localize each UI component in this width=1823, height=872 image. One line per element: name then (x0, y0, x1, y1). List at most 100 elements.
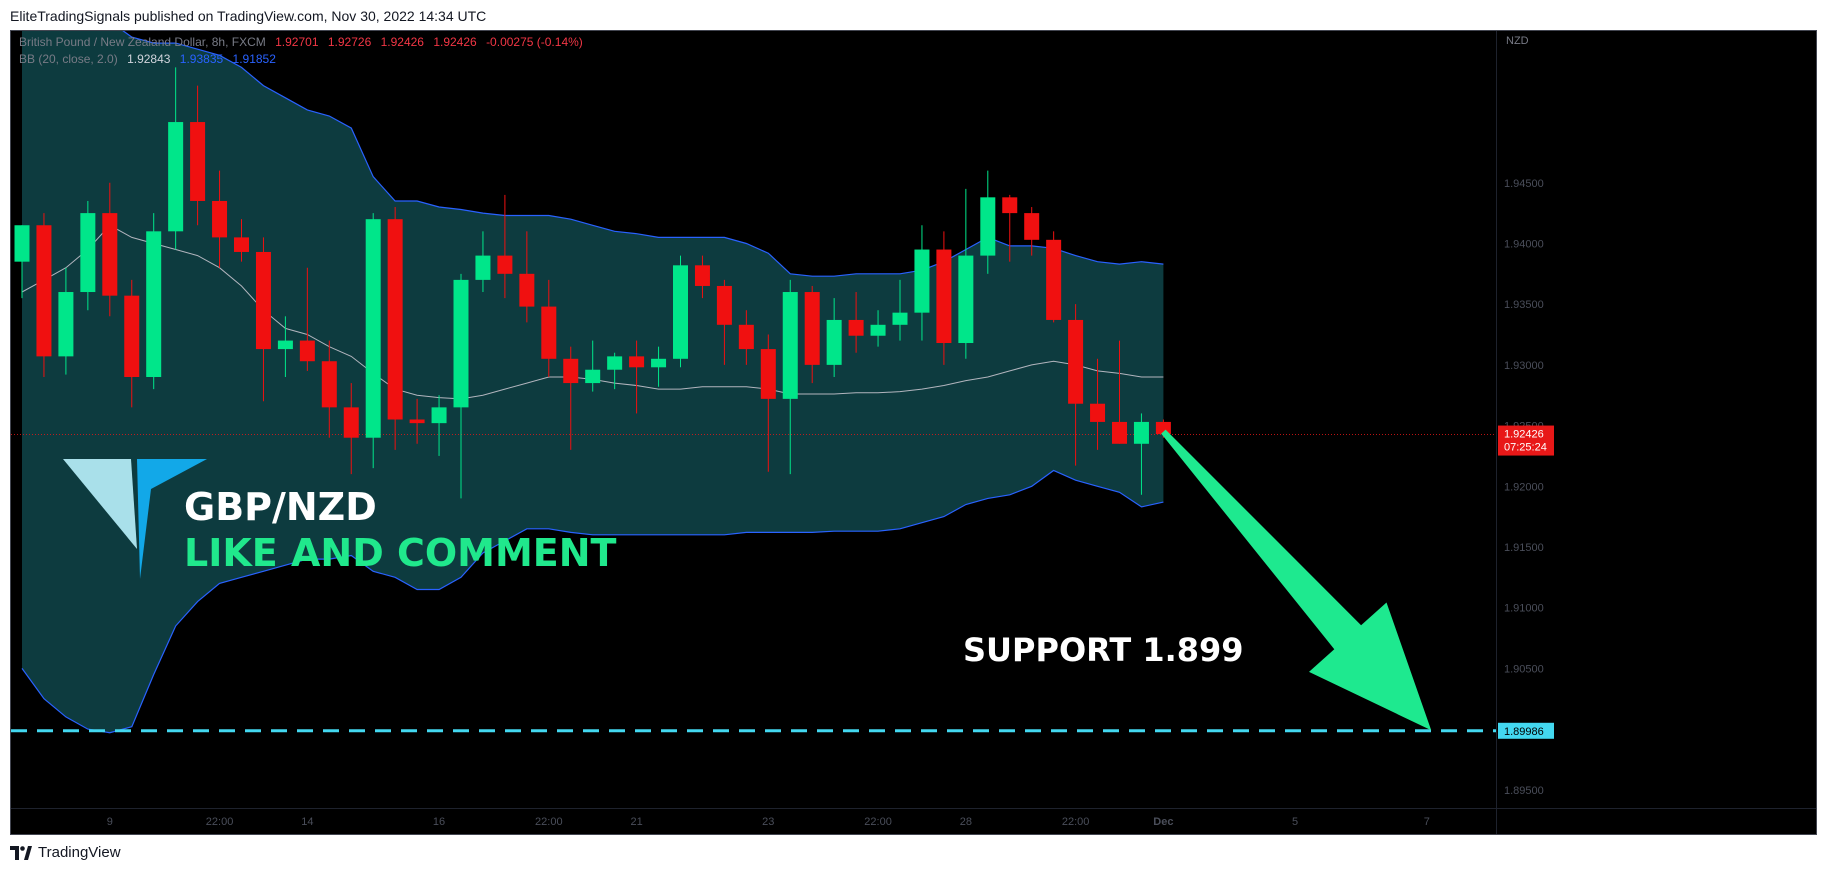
candle (958, 188, 974, 359)
candle-body (212, 200, 228, 238)
legend-high: 1.92726 (327, 35, 372, 49)
candle-body (848, 319, 864, 336)
candle (365, 213, 381, 469)
candle-body (146, 231, 162, 378)
chart-panel[interactable]: NZD1.945001.940001.935001.930001.925001.… (10, 30, 1817, 835)
bb-label: BB (20, close, 2.0) (19, 52, 118, 66)
legend-open: 1.92701 (275, 35, 319, 49)
candle (80, 200, 96, 311)
candle (36, 213, 52, 378)
candle (914, 225, 930, 341)
candle-body (716, 285, 732, 325)
candle-body (1133, 421, 1149, 444)
candle (58, 267, 74, 375)
x-tick-label: 7 (1424, 816, 1430, 828)
candle-body (321, 361, 337, 408)
currency-label: NZD (1506, 35, 1529, 47)
candle (1046, 231, 1062, 323)
candle-body (892, 312, 908, 325)
y-tick-label: 1.89500 (1504, 785, 1544, 797)
candle (519, 231, 535, 323)
support-price-badge: 1.89986 (1498, 722, 1554, 739)
candle (651, 346, 667, 387)
x-tick-label: 21 (630, 816, 642, 828)
candle-body (870, 324, 886, 336)
candle-body (629, 356, 645, 368)
candle-body (694, 265, 710, 286)
candlestick-chart[interactable]: NZD1.945001.940001.935001.930001.925001.… (11, 31, 1816, 834)
symbol-legend: British Pound / New Zealand Dollar, 8h, … (19, 35, 589, 49)
candle-body (936, 249, 952, 344)
support-badge-bg (1498, 722, 1554, 739)
candle-body (958, 255, 974, 344)
candle-body (760, 349, 776, 399)
support-text: SUPPORT 1.899 (963, 631, 1244, 669)
y-tick-label: 1.91000 (1504, 603, 1544, 615)
bb-basis-value: 1.92843 (127, 52, 171, 66)
y-tick-label: 1.91500 (1504, 542, 1544, 554)
candle (102, 182, 118, 317)
candle (453, 273, 469, 499)
candle-body (80, 213, 96, 293)
candle-body (1090, 403, 1106, 422)
candle-body (124, 295, 140, 378)
candle-body (343, 407, 359, 438)
candle (826, 298, 842, 378)
x-tick-label: 23 (762, 816, 774, 828)
candle (848, 292, 864, 353)
tradingview-logo-icon (10, 846, 32, 860)
candle-body (102, 213, 118, 296)
candle (321, 340, 337, 438)
candle-body (826, 319, 842, 365)
y-tick-label: 1.93500 (1504, 299, 1544, 311)
candle-body (277, 340, 293, 350)
candle (475, 231, 491, 293)
pair-title: GBP/NZD (184, 485, 377, 529)
legend-change: -0.00275 (-0.14%) (486, 35, 583, 49)
y-tick-label: 1.93000 (1504, 360, 1544, 372)
candle (497, 194, 513, 299)
candle (299, 267, 315, 371)
forecast-arrow (1161, 429, 1432, 731)
candle (782, 279, 798, 475)
bb-lower-line (21, 469, 1164, 734)
candle (738, 310, 754, 365)
x-tick-label: 9 (107, 816, 113, 828)
candle-body (190, 122, 206, 201)
candle-body (541, 306, 557, 359)
candle (936, 231, 952, 365)
candle (190, 85, 206, 226)
candle (277, 316, 293, 378)
candle (1024, 207, 1040, 256)
x-tick-label: 16 (433, 816, 445, 828)
candle (629, 340, 645, 414)
publish-info: EliteTradingSignals published on Trading… (10, 8, 487, 24)
candle (387, 207, 403, 450)
legend-low: 1.92426 (380, 35, 424, 49)
candle (212, 170, 228, 268)
candle-body (1068, 319, 1084, 404)
candle-body (980, 197, 996, 256)
candle (804, 285, 820, 384)
candle-body (585, 369, 601, 384)
footer-brand: TradingView (38, 844, 121, 861)
candle (14, 225, 30, 299)
candle-body (563, 358, 579, 384)
candle-body (168, 122, 184, 232)
candle-body (607, 356, 623, 370)
candle (255, 237, 271, 402)
x-tick-label: 22:00 (206, 816, 234, 828)
legend-close: 1.92426 (433, 35, 477, 49)
candle-body (804, 292, 820, 365)
footer: TradingView (10, 840, 121, 866)
candle-body (782, 292, 798, 399)
candle (1002, 194, 1018, 262)
candle (673, 255, 688, 368)
x-tick-label: Dec (1153, 816, 1173, 828)
candle (760, 334, 776, 472)
candle (234, 219, 249, 262)
candle-body (475, 255, 491, 280)
candle-body (58, 292, 74, 357)
candle-body (673, 265, 688, 359)
y-tick-label: 1.90500 (1504, 663, 1544, 675)
